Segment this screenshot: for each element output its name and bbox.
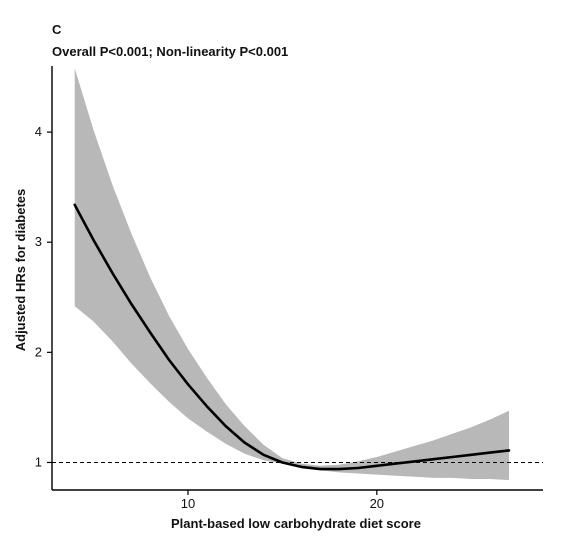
- x-axis-label: Plant-based low carbohydrate diet score: [171, 516, 421, 531]
- y-tick-label: 4: [35, 124, 42, 139]
- y-tick-label: 3: [35, 234, 42, 249]
- plot-area: 1 2 3 4 10 20: [35, 66, 543, 511]
- y-tick-label: 1: [35, 454, 42, 469]
- y-axis-label: Adjusted HRs for diabetes: [13, 189, 28, 352]
- confidence-band: [74, 68, 509, 481]
- y-tick-label: 2: [35, 344, 42, 359]
- hr-curve: [73, 203, 511, 471]
- x-tick-label: 20: [370, 496, 384, 511]
- chart-title: Overall P<0.001; Non-linearity P<0.001: [52, 44, 288, 59]
- panel-label: C: [52, 22, 62, 37]
- x-tick-label: 10: [181, 496, 195, 511]
